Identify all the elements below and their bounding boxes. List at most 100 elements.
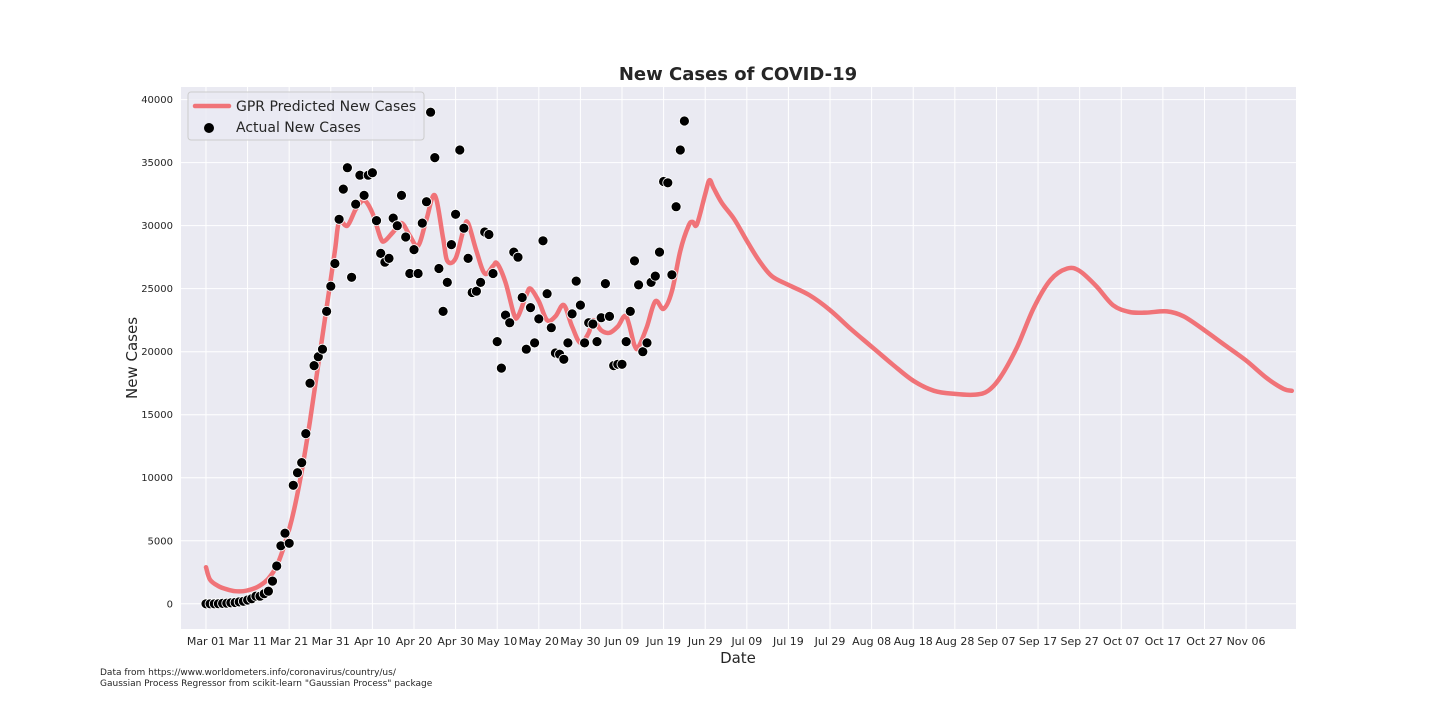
data-point-actual — [570, 275, 582, 287]
data-point-actual — [516, 292, 528, 303]
data-point-actual — [267, 575, 278, 587]
data-point-actual — [408, 244, 420, 256]
series-points-actual — [200, 106, 690, 610]
data-point-actual — [421, 196, 432, 208]
data-point-actual — [670, 201, 682, 213]
x-tick-label: Oct 27 — [1186, 635, 1223, 648]
x-tick-label: Mar 01 — [187, 635, 225, 648]
x-tick-label: Apr 30 — [437, 635, 474, 648]
data-point-actual — [525, 302, 536, 314]
x-tick-label: Jul 09 — [730, 635, 762, 648]
x-tick-label: Nov 06 — [1227, 635, 1266, 648]
legend-label-actual: Actual New Cases — [236, 120, 361, 136]
data-point-actual — [520, 343, 532, 355]
x-tick-label: Jun 09 — [604, 635, 640, 648]
data-point-actual — [371, 215, 382, 227]
data-point-actual — [429, 152, 441, 164]
y-axis-ticks: 0 5000 10000 15000 20000 25000 30000 35000 40000 — [141, 95, 173, 610]
data-point-actual — [358, 189, 370, 201]
data-point-actual — [308, 360, 320, 372]
data-point-actual — [662, 177, 674, 189]
data-point-actual — [641, 337, 653, 349]
data-point-actual — [504, 317, 516, 329]
x-tick-label: Oct 17 — [1145, 635, 1182, 648]
data-point-actual — [558, 353, 570, 365]
chart-title: New Cases of COVID-19 — [619, 64, 857, 85]
data-point-actual — [445, 239, 457, 251]
x-tick-label: Aug 28 — [935, 635, 974, 648]
data-point-actual — [321, 305, 333, 317]
data-point-actual — [283, 537, 295, 549]
y-tick-label: 40000 — [141, 95, 173, 106]
y-axis-label: New Cases — [123, 317, 141, 399]
legend-swatch-actual — [204, 123, 214, 133]
data-point-actual — [654, 246, 665, 258]
data-point-actual — [620, 336, 632, 348]
x-tick-label: Apr 10 — [354, 635, 391, 648]
data-point-actual — [333, 213, 345, 225]
x-axis-ticks: Mar 01 Mar 11 Mar 21 Mar 31 Apr 10 Apr 20 Apr … — [187, 635, 1266, 648]
data-point-actual — [341, 162, 353, 174]
data-point-actual — [575, 299, 586, 311]
data-point-actual — [545, 322, 557, 334]
data-point-actual — [296, 457, 308, 469]
data-point-actual — [470, 285, 482, 297]
data-point-actual — [458, 222, 470, 234]
data-point-actual — [396, 189, 407, 201]
data-point-actual — [533, 313, 545, 325]
data-point-actual — [400, 231, 412, 243]
data-point-actual — [366, 167, 378, 179]
legend: GPR Predicted New Cases Actual New Cases — [187, 91, 425, 141]
data-point-actual — [562, 337, 574, 349]
y-tick-label: 15000 — [141, 410, 173, 421]
data-point-actual — [271, 560, 283, 572]
y-tick-label: 30000 — [141, 221, 173, 232]
data-point-actual — [529, 337, 540, 349]
data-point-actual — [317, 343, 328, 355]
x-tick-label: Oct 07 — [1103, 635, 1140, 648]
data-point-actual — [587, 318, 599, 330]
legend-box — [187, 91, 425, 141]
data-point-actual — [391, 220, 403, 232]
data-point-actual — [300, 428, 312, 440]
data-point-actual — [637, 346, 649, 358]
data-point-actual — [350, 198, 362, 210]
data-point-actual — [541, 288, 553, 300]
data-point-actual — [433, 263, 445, 274]
data-point-actual — [425, 106, 437, 118]
x-tick-label: Jun 19 — [645, 635, 681, 648]
data-point-actual — [591, 336, 603, 348]
x-tick-label: Mar 31 — [312, 635, 350, 648]
data-point-actual — [375, 247, 387, 259]
y-tick-label: 10000 — [141, 473, 173, 484]
data-point-actual — [383, 252, 395, 264]
x-axis-label: Date — [720, 649, 756, 667]
data-point-actual — [292, 467, 303, 479]
data-point-actual — [616, 358, 628, 370]
y-tick-label: 35000 — [141, 158, 173, 169]
data-point-actual — [346, 271, 358, 283]
x-tick-label: May 30 — [560, 635, 600, 648]
x-tick-label: Sep 27 — [1061, 635, 1099, 648]
x-tick-label: May 10 — [477, 635, 517, 648]
x-tick-label: Jul 29 — [814, 635, 846, 648]
data-point-actual — [566, 308, 578, 320]
data-point-actual — [450, 208, 462, 220]
x-tick-label: Mar 21 — [270, 635, 308, 648]
y-tick-label: 20000 — [141, 347, 173, 358]
data-point-actual — [287, 479, 299, 491]
data-point-actual — [337, 183, 349, 195]
data-point-actual — [624, 305, 636, 317]
data-point-actual — [649, 270, 661, 282]
data-point-actual — [437, 305, 449, 317]
data-point-actual — [329, 258, 341, 269]
data-point-actual — [537, 235, 549, 247]
x-tick-label: May 20 — [519, 635, 559, 648]
data-point-actual — [604, 310, 615, 322]
data-point-actual — [491, 336, 503, 348]
data-point-actual — [600, 278, 611, 290]
data-point-actual — [674, 144, 686, 156]
data-point-actual — [483, 229, 495, 240]
x-tick-label: Sep 17 — [1019, 635, 1057, 648]
